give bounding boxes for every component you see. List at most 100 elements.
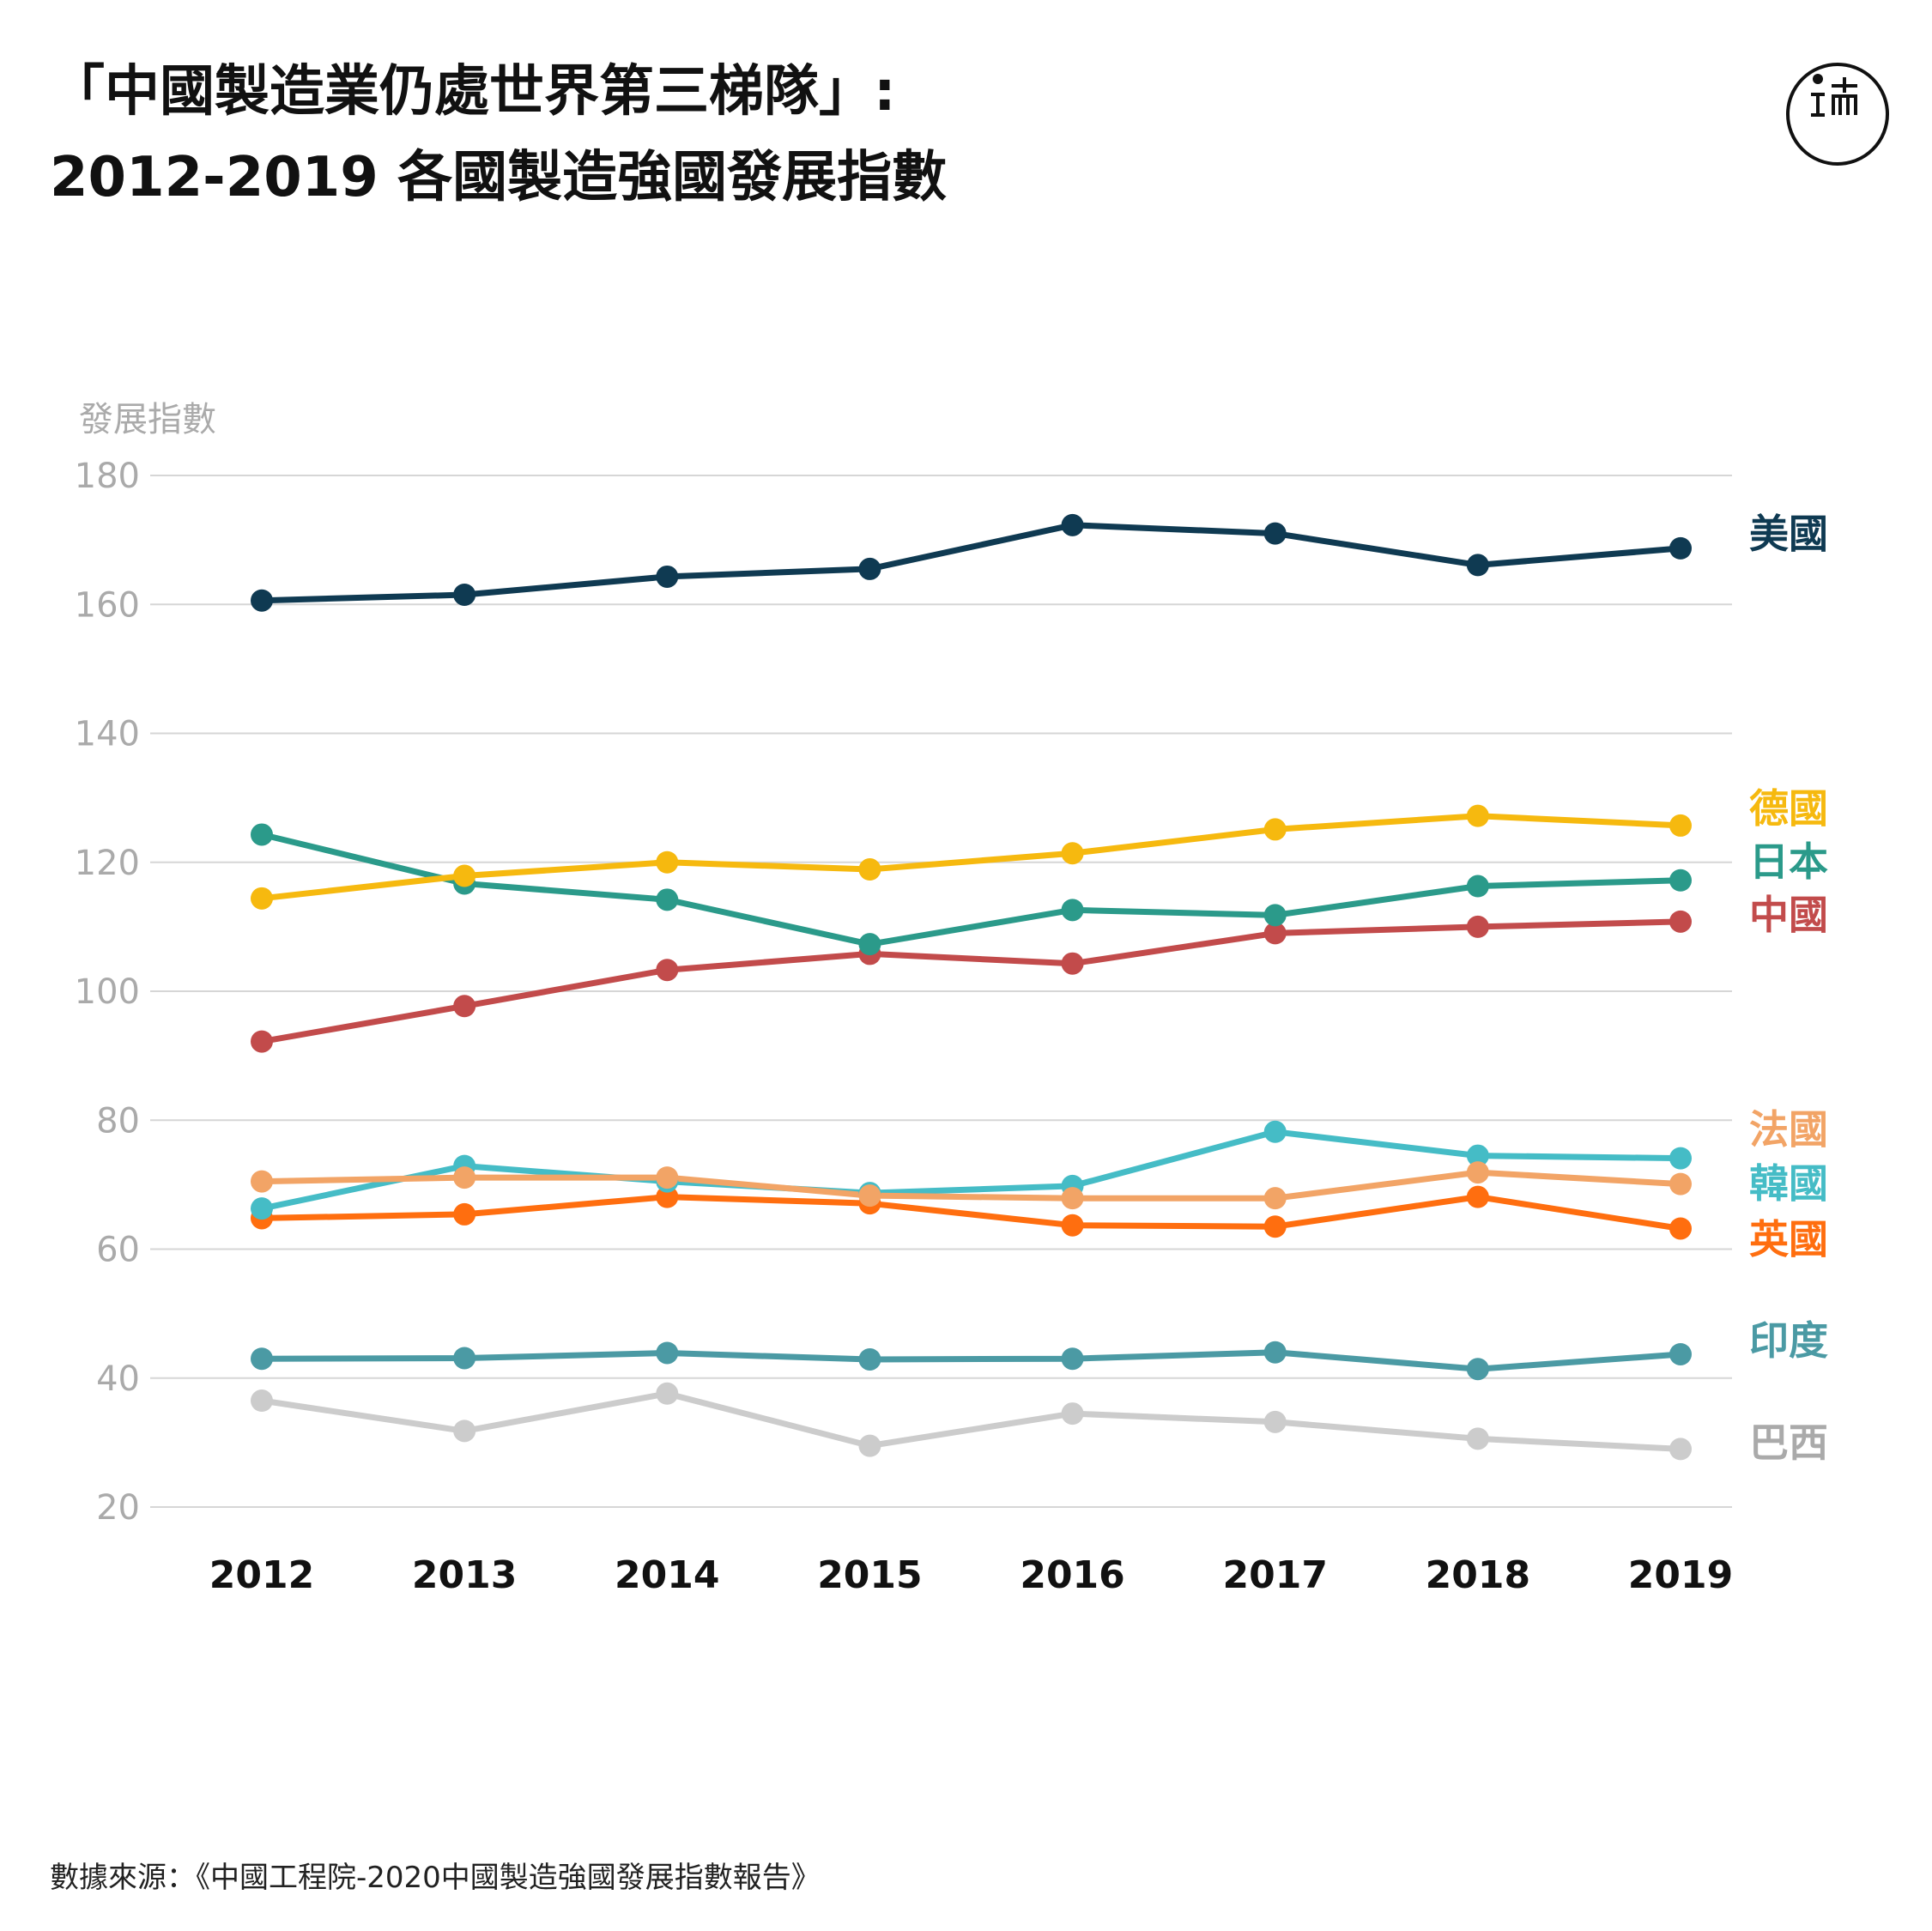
- gridlines: [150, 475, 1732, 1508]
- data-point-日本-2017: [1263, 904, 1287, 927]
- data-point-中國-2012: [251, 1030, 273, 1053]
- data-point-巴西-2012: [251, 1389, 273, 1413]
- x-tick-label: 2016: [1020, 1553, 1124, 1597]
- x-tick-label: 2012: [209, 1553, 314, 1597]
- data-point-印度-2012: [251, 1347, 273, 1371]
- data-point-法國-2019: [1669, 1172, 1692, 1196]
- series-label-美國: 美國: [1749, 511, 1828, 557]
- data-point-英國-2018: [1466, 1185, 1489, 1208]
- data-point-日本-2012: [251, 823, 273, 846]
- data-point-日本-2016: [1061, 899, 1084, 922]
- x-tick-labels: 2012 2013 2014 2015 2016 2017 2018 2019: [209, 1553, 1733, 1597]
- y-tick-label: 20: [96, 1488, 140, 1528]
- data-point-巴西-2018: [1466, 1427, 1489, 1450]
- y-tick-label: 180: [75, 457, 140, 496]
- chart-title-line2: 2012-2019 各國製造強國發展指數: [50, 146, 948, 209]
- data-point-巴西-2013: [453, 1419, 476, 1443]
- series-lines: [261, 522, 1681, 1452]
- data-point-韓國-2017: [1263, 1120, 1287, 1143]
- data-point-德國-2016: [1061, 842, 1084, 865]
- data-point-法國-2016: [1061, 1187, 1084, 1210]
- data-point-印度-2014: [656, 1341, 679, 1365]
- y-tick-label: 160: [75, 585, 140, 625]
- chart-title-line1: 「中國製造業仍處世界第三梯隊」:: [50, 60, 896, 124]
- data-point-英國-2019: [1669, 1217, 1692, 1240]
- data-point-英國-2014: [656, 1185, 679, 1208]
- series-label-韓國: 韓國: [1749, 1160, 1828, 1207]
- data-point-法國-2015: [858, 1184, 881, 1208]
- data-point-英國-2017: [1263, 1215, 1287, 1238]
- x-tick-label: 2014: [615, 1553, 719, 1597]
- y-tick-label: 40: [96, 1359, 140, 1399]
- data-point-美國-2016: [1061, 513, 1084, 536]
- data-point-德國-2015: [858, 858, 881, 881]
- data-point-法國-2012: [251, 1170, 273, 1193]
- y-tick-label: 120: [75, 844, 140, 883]
- data-point-美國-2018: [1466, 554, 1489, 577]
- data-point-韓國-2012: [251, 1197, 273, 1220]
- y-tick-label: 140: [75, 715, 140, 754]
- data-point-日本-2019: [1669, 869, 1692, 892]
- series-label-法國: 法國: [1749, 1106, 1828, 1153]
- data-point-法國-2013: [453, 1166, 476, 1189]
- data-point-美國-2017: [1263, 522, 1287, 545]
- data-point-中國-2017: [1263, 922, 1287, 945]
- series-line-法國: [261, 1169, 1681, 1202]
- data-point-中國-2013: [453, 995, 476, 1018]
- y-axis-label: 發展指數: [79, 400, 216, 439]
- data-point-美國-2019: [1669, 536, 1692, 560]
- data-point-印度-2016: [1061, 1347, 1084, 1371]
- data-point-英國-2013: [453, 1202, 476, 1226]
- data-point-德國-2013: [453, 864, 476, 887]
- data-point-法國-2017: [1263, 1187, 1287, 1210]
- data-point-中國-2014: [656, 959, 679, 982]
- series-points: [251, 513, 1692, 1461]
- data-point-巴西-2015: [858, 1434, 881, 1457]
- initium-media-logo-icon: [1786, 63, 1889, 166]
- series-line-中國: [261, 918, 1681, 1045]
- data-point-巴西-2014: [656, 1382, 679, 1405]
- data-point-美國-2012: [251, 589, 273, 612]
- y-tick-label: 60: [96, 1231, 140, 1270]
- series-line-日本: [261, 831, 1681, 947]
- series-label-印度: 印度: [1749, 1317, 1828, 1364]
- data-point-印度-2017: [1263, 1341, 1287, 1364]
- series-line-德國: [261, 813, 1681, 902]
- data-point-印度-2013: [453, 1347, 476, 1370]
- data-point-日本-2015: [858, 933, 881, 956]
- data-point-法國-2018: [1466, 1161, 1489, 1184]
- series-line-韓國: [261, 1129, 1681, 1212]
- x-tick-label: 2015: [817, 1553, 922, 1597]
- y-tick-label: 100: [75, 972, 140, 1012]
- x-tick-label: 2017: [1222, 1553, 1327, 1597]
- series-label-日本: 日本: [1749, 838, 1828, 885]
- data-point-德國-2017: [1263, 818, 1287, 841]
- data-point-美國-2014: [656, 565, 679, 588]
- data-point-德國-2018: [1466, 804, 1489, 827]
- series-label-中國: 中國: [1749, 892, 1828, 938]
- data-point-德國-2014: [656, 850, 679, 874]
- data-source-note: 數據來源：《中國工程院-2020中國製造強國發展指數報告》: [50, 1861, 821, 1895]
- series-line-英國: [261, 1194, 1681, 1232]
- data-point-德國-2019: [1669, 814, 1692, 837]
- data-point-法國-2014: [656, 1166, 679, 1189]
- data-point-韓國-2018: [1466, 1144, 1489, 1167]
- data-point-中國-2019: [1669, 910, 1692, 933]
- data-point-印度-2019: [1669, 1342, 1692, 1365]
- data-point-印度-2015: [858, 1347, 881, 1371]
- series-label-德國: 德國: [1749, 785, 1828, 832]
- data-point-巴西-2019: [1669, 1438, 1692, 1461]
- data-point-巴西-2016: [1061, 1402, 1084, 1426]
- data-point-印度-2018: [1466, 1358, 1489, 1381]
- series-label-英國: 英國: [1749, 1216, 1828, 1262]
- series-line-巴西: [261, 1390, 1681, 1452]
- data-point-德國-2012: [251, 887, 273, 910]
- data-point-美國-2013: [453, 583, 476, 606]
- series-line-印度: [261, 1349, 1681, 1372]
- data-point-韓國-2019: [1669, 1147, 1692, 1170]
- series-label-巴西: 巴西: [1749, 1419, 1828, 1466]
- data-point-中國-2018: [1466, 915, 1489, 938]
- y-tick-label: 80: [96, 1101, 140, 1141]
